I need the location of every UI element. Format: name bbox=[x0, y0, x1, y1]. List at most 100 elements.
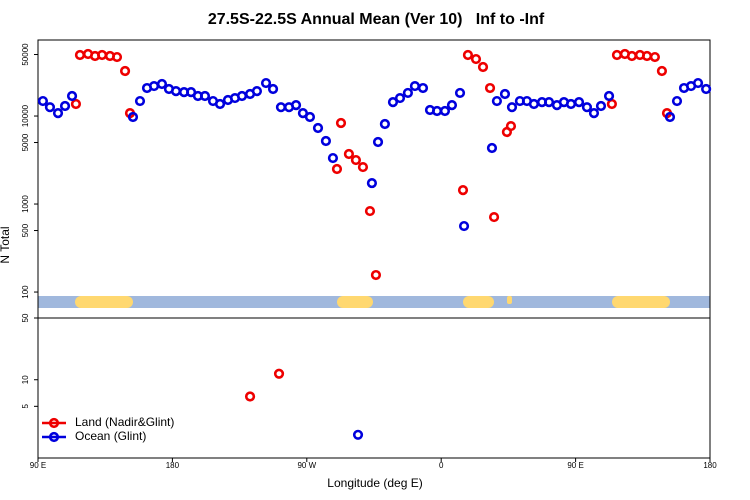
data-point bbox=[364, 205, 376, 217]
y-tick-label: 100 bbox=[21, 285, 30, 299]
data-point bbox=[446, 100, 458, 111]
data-point bbox=[156, 78, 168, 90]
data-point bbox=[343, 148, 355, 160]
land-strip bbox=[75, 296, 133, 308]
data-point bbox=[236, 90, 248, 102]
data-point bbox=[199, 90, 211, 102]
land-strip bbox=[463, 296, 494, 308]
chart-title: 27.5S-22.5S Annual Mean (Ver 10) Inf to … bbox=[208, 11, 545, 28]
x-tick-label: 90 W bbox=[297, 461, 316, 470]
data-point bbox=[275, 102, 287, 113]
data-point bbox=[506, 102, 518, 113]
x-tick-label: 0 bbox=[439, 461, 444, 470]
data-point bbox=[565, 98, 577, 110]
data-point bbox=[486, 142, 498, 154]
y-tick-label: 500 bbox=[21, 223, 30, 237]
data-point bbox=[409, 80, 421, 92]
x-tick-label: 90 E bbox=[567, 461, 583, 470]
data-point bbox=[701, 83, 712, 95]
x-tick-label: 90 E bbox=[30, 461, 46, 470]
data-point bbox=[626, 50, 637, 62]
data-point bbox=[470, 53, 482, 65]
x-axis-label: Longitude (deg E) bbox=[327, 476, 422, 490]
data-point bbox=[251, 85, 263, 97]
data-point bbox=[267, 83, 279, 95]
data-point bbox=[350, 154, 362, 166]
data-point bbox=[454, 87, 466, 99]
data-point bbox=[372, 136, 384, 148]
land-ocean-strip bbox=[38, 296, 710, 308]
data-point bbox=[134, 95, 146, 107]
bottom-panel-frame bbox=[37, 317, 711, 459]
y-tick-label: 10000 bbox=[21, 104, 30, 127]
y-tick-label: 5 bbox=[21, 404, 30, 409]
data-point bbox=[331, 163, 343, 175]
data-point bbox=[505, 120, 517, 132]
data-point bbox=[379, 118, 391, 130]
data-point bbox=[119, 65, 131, 77]
data-point bbox=[458, 220, 470, 232]
ocean-strip bbox=[38, 296, 710, 308]
land-strip bbox=[612, 296, 670, 308]
data-point bbox=[74, 49, 86, 61]
data-point bbox=[70, 98, 82, 110]
land-strip bbox=[507, 296, 512, 304]
data-point bbox=[312, 122, 324, 134]
data-point bbox=[692, 77, 704, 89]
data-point bbox=[394, 92, 406, 104]
data-point bbox=[352, 429, 364, 440]
legend-label: Ocean (Glint) bbox=[75, 429, 146, 443]
data-point bbox=[664, 111, 676, 123]
data-point bbox=[488, 211, 500, 223]
data-point bbox=[402, 87, 413, 99]
data-point bbox=[148, 80, 160, 92]
data-point bbox=[491, 95, 503, 107]
y-tick-label: 5000 bbox=[21, 133, 30, 151]
data-point bbox=[595, 100, 607, 112]
data-point bbox=[606, 98, 617, 110]
data-point bbox=[457, 184, 469, 196]
data-point bbox=[244, 391, 256, 402]
data-point bbox=[431, 105, 443, 117]
data-point bbox=[387, 96, 399, 108]
data-point bbox=[327, 152, 339, 164]
data-point bbox=[641, 50, 653, 62]
data-point bbox=[417, 82, 429, 94]
data-point bbox=[484, 82, 496, 94]
data-point bbox=[366, 177, 378, 189]
data-point bbox=[588, 107, 600, 119]
data-point bbox=[96, 49, 108, 61]
data-point bbox=[335, 117, 347, 129]
data-point bbox=[214, 98, 226, 110]
data-point bbox=[357, 161, 369, 173]
data-point bbox=[37, 95, 49, 107]
data-point bbox=[543, 96, 555, 108]
data-point bbox=[649, 51, 660, 63]
data-point bbox=[290, 100, 302, 111]
y-tick-label: 10 bbox=[21, 375, 30, 384]
data-point bbox=[656, 65, 668, 77]
legend-marker bbox=[48, 431, 60, 443]
data-point bbox=[260, 77, 272, 89]
data-point bbox=[611, 49, 623, 61]
y-tick-label: 50 bbox=[21, 313, 30, 322]
data-point bbox=[671, 95, 683, 107]
data-point bbox=[439, 105, 451, 117]
data-point bbox=[273, 368, 285, 379]
data-point bbox=[66, 90, 78, 102]
data-point bbox=[170, 85, 182, 97]
data-point bbox=[44, 102, 56, 113]
data-point bbox=[528, 98, 540, 110]
data-point bbox=[603, 90, 615, 102]
x-tick-label: 180 bbox=[703, 461, 717, 470]
data-point bbox=[320, 135, 332, 147]
data-point bbox=[111, 51, 123, 63]
data-point bbox=[581, 102, 593, 113]
x-tick-label: 180 bbox=[166, 461, 180, 470]
data-point bbox=[573, 96, 585, 108]
data-point bbox=[462, 49, 474, 61]
data-point bbox=[59, 100, 71, 112]
legend-label: Land (Nadir&Glint) bbox=[75, 415, 174, 429]
data-point bbox=[304, 111, 316, 123]
